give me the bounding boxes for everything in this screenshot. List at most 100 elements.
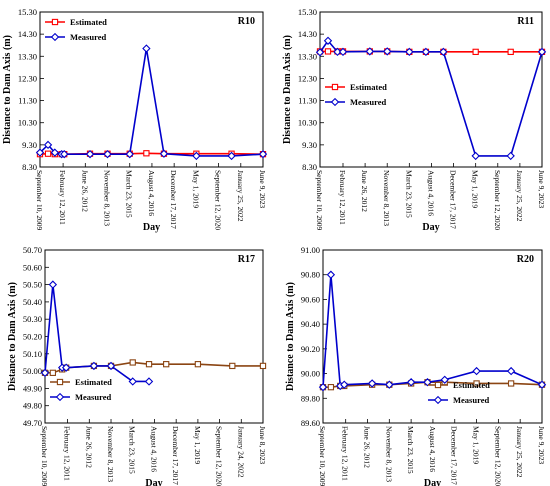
data-point — [440, 375, 449, 384]
legend-label: Measured — [75, 392, 111, 402]
plot-frame — [322, 249, 543, 424]
y-tick-label: 90.60 — [301, 294, 320, 304]
data-point — [61, 363, 71, 372]
series-line — [322, 274, 543, 388]
data-point — [35, 148, 45, 157]
y-tick-label: 11.30 — [18, 96, 37, 106]
data-point — [324, 48, 332, 55]
data-point — [365, 47, 374, 56]
x-tick-label: September 10, 2009 — [315, 170, 324, 230]
x-tick-label: August 4, 2016 — [426, 170, 435, 216]
data-point — [333, 47, 342, 57]
y-tick-label: 10.30 — [298, 118, 317, 128]
data-point — [367, 379, 377, 388]
data-point — [326, 270, 336, 279]
data-point — [327, 384, 335, 391]
data-point — [471, 151, 480, 161]
x-tick-label: January 25, 2022 — [515, 426, 524, 478]
x-axis-title: Day — [422, 222, 439, 233]
y-axis-title: Distance to Dam Axis (m) — [7, 282, 18, 391]
y-tick-label: 14.30 — [18, 29, 37, 39]
x-tick-label: March 23, 2015 — [406, 426, 415, 474]
y-tick-label: 15.30 — [18, 7, 37, 17]
data-point — [506, 151, 515, 161]
y-tick-label: 12.30 — [298, 73, 317, 83]
y-tick-label: 90.20 — [301, 344, 320, 354]
plot-frame — [319, 11, 543, 168]
x-tick-label: January 25, 2022 — [236, 170, 245, 222]
legend-label: Estimated — [75, 377, 112, 387]
y-tick-label: 90.00 — [301, 369, 320, 379]
data-point — [323, 36, 333, 45]
x-tick-label: January 24, 2022 — [236, 426, 245, 478]
y-tick-label: 50.30 — [23, 314, 42, 324]
y-tick-label: 50.60 — [23, 262, 42, 272]
y-tick-label: 12.30 — [18, 73, 37, 83]
x-tick-label: September 12, 2020 — [215, 426, 224, 486]
chart-r10: 8.30 9.30 10.30 11.30 12.30 13.30 14.30 15.30 Se… — [2, 7, 268, 233]
legend-label: Estimated — [453, 380, 490, 390]
data-point — [85, 149, 95, 159]
data-point — [159, 149, 169, 158]
x-tick-label: February 12, 2011 — [341, 426, 350, 481]
x-tick-label: September 10, 2009 — [318, 426, 327, 486]
data-point — [421, 47, 431, 57]
y-tick-label: 89.80 — [301, 393, 320, 403]
data-point — [44, 150, 52, 157]
legend-label: Measured — [350, 97, 386, 107]
y-tick-label: 90.80 — [301, 270, 320, 280]
x-tick-label: August 4, 2016 — [147, 170, 156, 216]
x-tick-label: June 26, 2012 — [84, 426, 93, 468]
x-tick-label: March 23, 2015 — [404, 170, 413, 218]
legend-marker — [331, 83, 339, 91]
data-point — [383, 47, 392, 56]
y-tick-label: 50.50 — [23, 280, 42, 290]
y-tick-label: 15.30 — [298, 7, 317, 17]
data-point — [43, 140, 53, 150]
y-tick-label: 8.30 — [22, 162, 37, 172]
legend: Estimated Measured — [428, 380, 490, 405]
legend-marker — [56, 378, 64, 386]
y-tick-label: 89.60 — [301, 418, 320, 428]
data-point — [338, 47, 348, 57]
data-point — [472, 48, 479, 56]
legend: Estimated Measured — [45, 17, 107, 42]
x-tick-label: September 12, 2020 — [493, 426, 502, 486]
data-point — [106, 361, 116, 371]
data-point — [103, 149, 112, 159]
y-tick-label: 9.30 — [302, 140, 317, 150]
y-tick-label: 9.30 — [22, 140, 37, 150]
data-point — [60, 149, 69, 159]
panel-title: R17 — [238, 254, 255, 265]
data-point — [227, 151, 236, 161]
y-tick-label: 49.70 — [23, 418, 42, 428]
series-line — [44, 284, 150, 383]
data-point — [258, 149, 268, 159]
x-axis-title: Day — [143, 222, 160, 233]
legend: Estimated Measured — [50, 377, 112, 402]
series-measured — [40, 280, 154, 386]
data-point — [423, 378, 432, 387]
x-tick-label: August 4, 2016 — [428, 426, 437, 472]
x-tick-label: June 26, 2012 — [80, 170, 89, 212]
data-point — [143, 150, 150, 157]
series-measured — [315, 36, 547, 161]
data-point — [192, 151, 201, 161]
x-tick-label: September 12, 2020 — [493, 170, 502, 230]
legend-marker — [51, 18, 59, 26]
legend: Estimated Measured — [325, 82, 387, 107]
y-tick-label: 13.30 — [18, 51, 37, 61]
x-tick-label: December 17, 2017 — [171, 426, 180, 485]
y-tick-label: 50.10 — [23, 349, 42, 359]
y-tick-label: 50.00 — [23, 366, 42, 376]
x-tick-label: December 17, 2017 — [449, 170, 458, 229]
data-point — [128, 377, 137, 386]
legend-label: Estimated — [350, 82, 387, 92]
x-tick-label: December 17, 2017 — [169, 170, 178, 229]
y-axis-title: Distance to Dam Axis (m) — [285, 282, 296, 391]
data-point — [89, 361, 99, 371]
legend-marker — [434, 381, 442, 389]
y-axis-title: Distance to Dam Axis (m) — [282, 35, 293, 144]
x-tick-label: January 25, 2022 — [515, 170, 524, 222]
x-tick-label: June 26, 2012 — [362, 426, 371, 468]
